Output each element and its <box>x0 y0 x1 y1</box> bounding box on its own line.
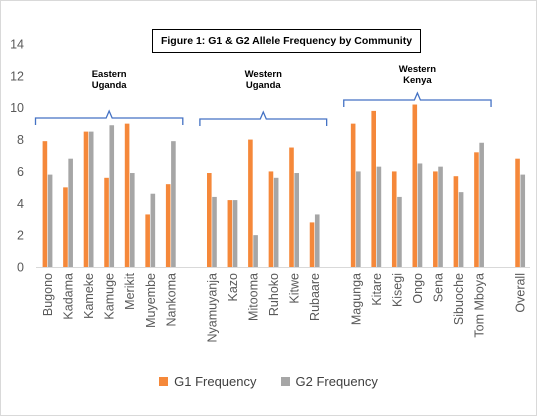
g1-bar <box>371 110 376 268</box>
g1-bar <box>63 187 68 267</box>
g1-bar <box>104 177 109 267</box>
g1-bar <box>248 139 253 267</box>
x-tick-label: Sena <box>431 273 445 302</box>
g2-bar <box>253 235 258 267</box>
g2-bar <box>314 214 320 267</box>
x-tick-label: Ongo <box>411 273 425 304</box>
g2-bar <box>397 196 402 267</box>
x-tick-label: Merikit <box>123 272 137 309</box>
g2-bar <box>88 131 94 267</box>
x-tick-label: Magunga <box>349 273 363 325</box>
group-label: Western <box>399 64 437 75</box>
x-tick-label: Kitwe <box>288 273 302 304</box>
group-brace <box>199 110 328 126</box>
g2-bar <box>417 163 423 267</box>
legend-label-g1: G1 Frequency <box>174 374 257 389</box>
group-brace <box>343 91 492 107</box>
g2-bar <box>438 166 443 267</box>
x-tick-label: Rubaare <box>308 273 322 321</box>
chart-legend: G1 Frequency G2 Frequency <box>0 374 537 389</box>
g2-bar <box>458 192 464 267</box>
g2-bar <box>212 196 217 267</box>
legend-item-g1: G1 Frequency <box>159 374 257 389</box>
g1-bar <box>42 141 48 267</box>
group-label: Eastern <box>92 69 127 80</box>
x-tick-label: Ruhoko <box>267 273 281 316</box>
x-tick-label: Kitare <box>370 273 384 306</box>
g2-bar <box>150 193 156 267</box>
g1-bar <box>165 184 171 267</box>
x-tick-label: Nankoma <box>164 273 178 327</box>
g1-bar <box>453 176 459 267</box>
x-tick-label: Bugono <box>41 273 55 316</box>
group-brace <box>34 109 184 125</box>
legend-item-g2: G2 Frequency <box>280 374 378 389</box>
g1-bar <box>515 158 520 267</box>
g1-bar <box>83 131 89 267</box>
g2-bar <box>356 171 361 267</box>
g2-bar <box>376 166 382 267</box>
x-tick-label: Kadama <box>62 273 76 320</box>
x-tick-label: Overall <box>514 273 528 313</box>
g1-bar <box>227 200 233 267</box>
y-tick-label: 8 <box>17 133 24 147</box>
g2-bar <box>171 141 176 267</box>
x-tick-label: Mitooma <box>247 273 261 321</box>
g2-bar <box>47 174 53 267</box>
x-tick-label: Muyembe <box>144 273 158 328</box>
legend-swatch-g1 <box>159 377 169 386</box>
g1-bar <box>391 171 397 267</box>
g1-bar <box>124 123 130 268</box>
g2-bar <box>232 200 238 267</box>
x-tick-label: Kameke <box>82 273 96 319</box>
group-label: Western <box>245 69 283 80</box>
y-tick-label: 6 <box>17 165 24 179</box>
group-label: Uganda <box>246 80 282 91</box>
x-tick-label: Kazo <box>226 273 240 302</box>
y-tick-label: 2 <box>17 229 24 243</box>
x-tick-label: Tom Mboya <box>473 273 487 338</box>
legend-swatch-g2 <box>280 377 290 386</box>
g1-bar <box>207 173 212 267</box>
g1-bar <box>433 171 438 267</box>
g1-bar <box>474 152 479 267</box>
y-tick-label: 4 <box>17 197 24 211</box>
g2-bar <box>68 158 73 267</box>
chart-title: Figure 1: G1 & G2 Allele Frequency by Co… <box>152 29 421 53</box>
y-tick-label: 14 <box>10 38 24 52</box>
legend-label-g2: G2 Frequency <box>295 374 378 389</box>
x-tick-label: Kamuge <box>103 273 117 320</box>
g1-bar <box>268 171 274 267</box>
g2-bar <box>273 177 279 267</box>
g1-bar <box>350 123 356 268</box>
g1-bar <box>145 214 150 267</box>
group-label: Kenya <box>403 75 432 86</box>
g2-bar <box>109 125 115 267</box>
y-tick-label: 10 <box>10 101 24 115</box>
y-tick-label: 12 <box>10 69 24 83</box>
x-tick-label: Kisegi <box>390 273 404 307</box>
g1-bar <box>289 147 294 267</box>
y-tick-label: 0 <box>17 261 24 275</box>
g1-bar <box>309 222 315 267</box>
g2-bar <box>479 142 484 267</box>
group-label: Uganda <box>92 80 128 91</box>
g2-bar <box>130 173 135 267</box>
g2-bar <box>520 174 526 267</box>
x-tick-label: Nyamuyanja <box>205 273 219 343</box>
x-tick-label: Sibuoche <box>452 273 466 325</box>
g2-bar <box>294 173 299 267</box>
g1-bar <box>412 104 418 268</box>
